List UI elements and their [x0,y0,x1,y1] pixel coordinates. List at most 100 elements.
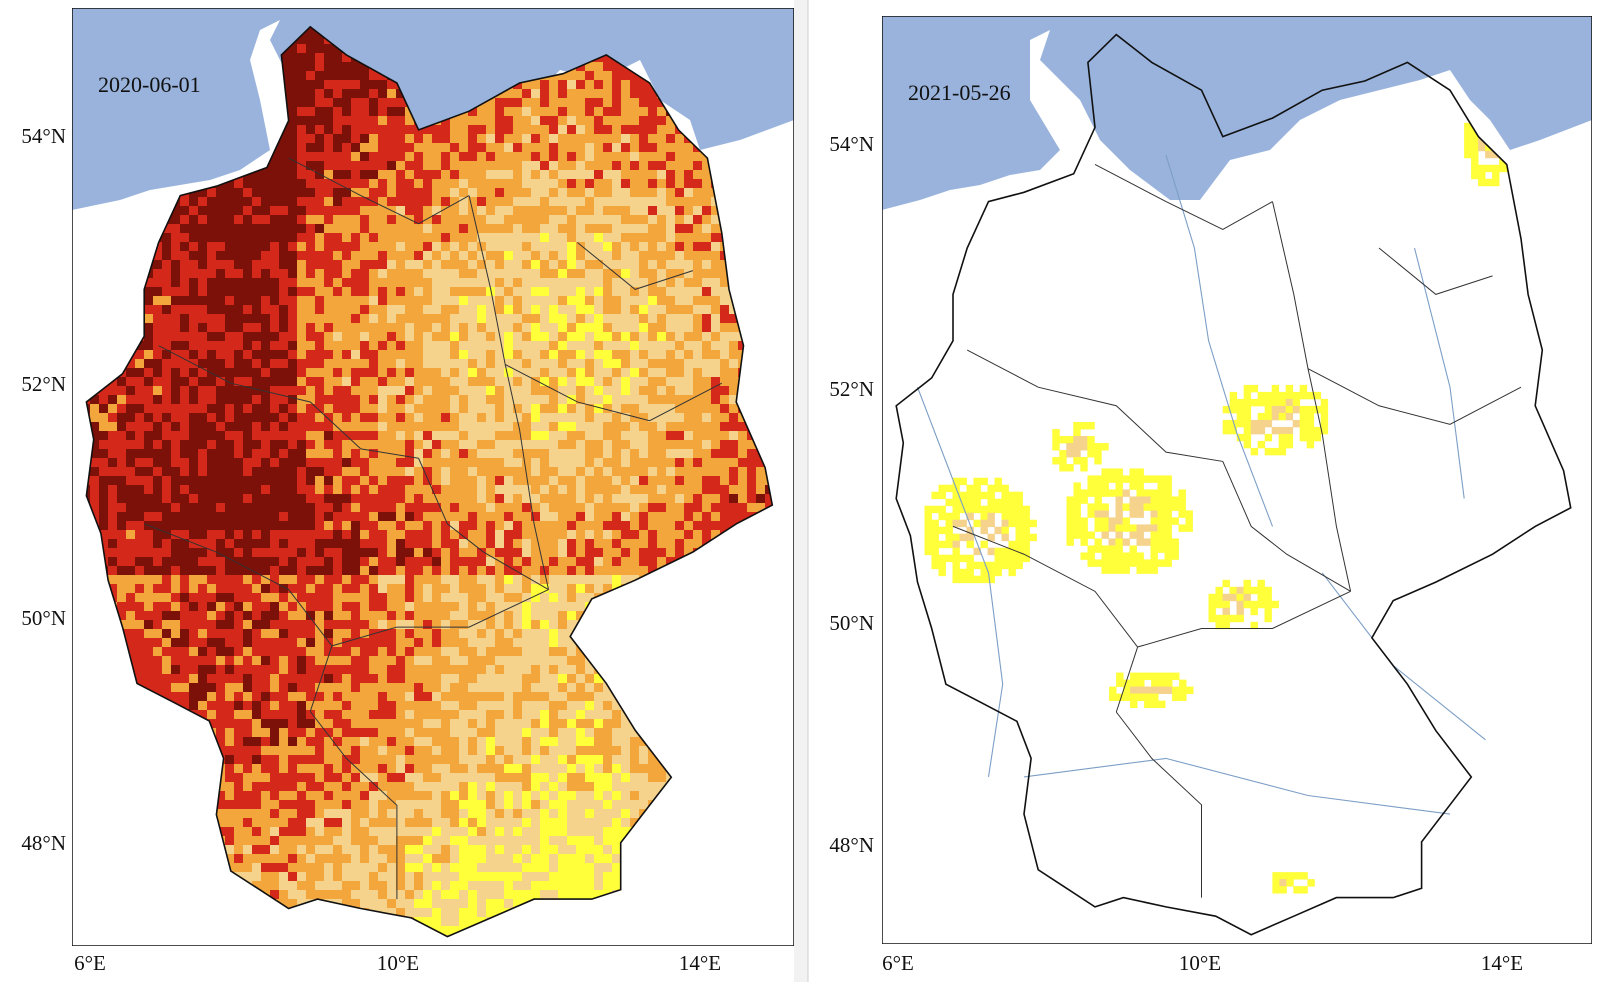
drought-cell [693,314,703,324]
drought-cell [657,170,667,180]
drought-cell [153,449,163,459]
drought-cell [531,341,541,351]
drought-cell [117,485,127,495]
drought-cell [126,530,136,540]
drought-cell [513,134,523,144]
drought-cell [459,440,469,450]
drought-cell [684,440,694,450]
drought-cell [594,521,604,531]
drought-cell [225,440,235,450]
drought-cell [639,269,649,279]
drought-cell [378,467,388,477]
drought-cell [477,521,487,531]
drought-cell [405,251,415,261]
drought-cell [162,386,172,396]
drought-cell [576,134,586,144]
drought-cell [432,467,442,477]
drought-cell [549,377,559,387]
drought-cell [711,512,721,522]
drought-cell [279,512,289,522]
drought-cell [198,242,208,252]
drought-cell [540,134,550,144]
drought-cell [369,368,379,378]
drought-cell [216,215,226,225]
drought-cell [396,332,406,342]
drought-cell [468,152,478,162]
drought-cell [657,395,667,405]
drought-cell [261,359,271,369]
drought-cell [693,422,703,432]
drought-cell [261,341,271,351]
drought-cell [86,494,91,504]
drought-cell [198,521,208,531]
drought-cell [657,152,667,162]
drought-cell [198,458,208,468]
drought-cell [522,332,532,342]
drought-cell [180,197,190,207]
drought-cell [666,359,676,369]
drought-cell [306,152,316,162]
drought-cell [666,197,676,207]
drought-cell [243,557,253,567]
drought-cell [225,242,235,252]
drought-cell [270,242,280,252]
drought-cell [243,233,253,243]
drought-cell [297,179,307,189]
drought-cell [342,476,352,486]
drought-cell [234,557,244,567]
drought-cell [576,107,586,117]
drought-cell [621,251,631,261]
drought-cell [702,422,712,432]
drought-cell [630,242,640,252]
drought-cell [594,494,604,504]
drought-cell [243,512,253,522]
drought-cell [378,278,388,288]
drought-cell [234,476,244,486]
drought-cell [153,260,163,270]
drought-cell [414,494,424,504]
drought-cell [414,368,424,378]
drought-cell [513,215,523,225]
drought-cell [612,503,622,513]
drought-cell [225,386,235,396]
drought-cell [243,377,253,387]
drought-cell [558,422,568,432]
drought-cell [540,368,550,378]
drought-cell [216,323,226,333]
drought-cell [522,224,532,234]
drought-cell [594,260,604,270]
drought-cell [306,449,316,459]
drought-cell [333,350,343,360]
drought-cell [567,377,577,387]
drought-cell [423,224,433,234]
drought-cell [117,494,127,504]
drought-cell [450,170,460,180]
drought-cell [486,368,496,378]
drought-cell [396,287,406,297]
drought-cell [540,224,550,234]
drought-cell [459,395,469,405]
drought-cell [369,422,379,432]
drought-cell [441,152,451,162]
drought-cell [369,152,379,162]
drought-cell [162,476,172,486]
drought-cell [450,125,460,135]
drought-cell [504,467,514,477]
drought-cell [252,224,262,234]
drought-cell [243,368,253,378]
drought-cell [90,485,100,495]
drought-cell [342,206,352,216]
drought-cell [180,521,190,531]
drought-cell [279,251,289,261]
drought-cell [261,251,271,261]
drought-cell [720,332,730,342]
drought-cell [189,557,199,567]
drought-cell [225,260,235,270]
drought-cell [576,521,586,531]
drought-cell [630,224,640,234]
drought-cell [594,278,604,288]
drought-cell [234,458,244,468]
drought-cell [108,404,118,414]
drought-cell [441,188,451,198]
drought-cell [576,494,586,504]
